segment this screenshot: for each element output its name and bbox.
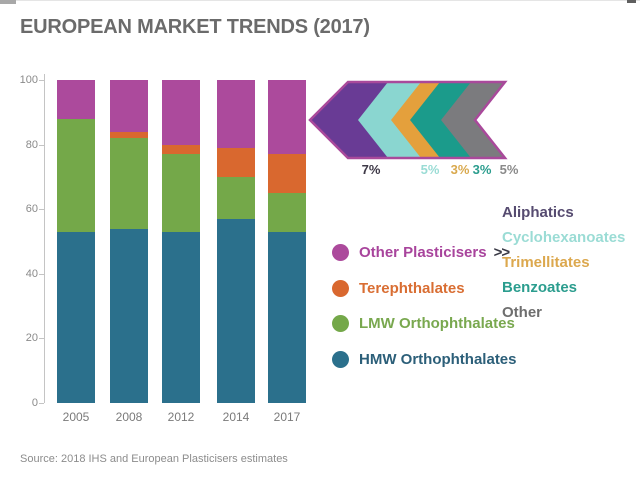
bar-segment-lmw-orthophthalates [110, 138, 148, 229]
breakdown-label-list: Aliphatics Cyclohexanoates Trimellitates Be… [502, 200, 625, 325]
breakdown-arrow [303, 75, 518, 167]
breakdown-pct-trimellitates: 3% [450, 162, 470, 177]
legend-item-terephthalates: Terephthalates [332, 280, 465, 297]
bar-segment-lmw-orthophthalates [162, 154, 200, 232]
breakdown-label-aliphatics: Aliphatics [502, 204, 574, 221]
y-tick-label: 80 [25, 138, 38, 151]
bar-segment-hmw-orthophthalates [57, 231, 95, 403]
bar-segment-other-plasticisers [110, 80, 148, 132]
bar-segment-hmw-orthophthalates [162, 231, 200, 403]
legend-swatch-circle [332, 315, 349, 332]
bar-segment-terephthalates [162, 144, 200, 155]
y-tick-mark [39, 403, 44, 404]
bar-segment-terephthalates [217, 147, 255, 177]
bar-segment-lmw-orthophthalates [268, 193, 306, 232]
bar-segment-other-plasticisers [57, 80, 95, 119]
breakdown-label-other: Other [502, 304, 543, 321]
bar-segment-hmw-orthophthalates [268, 231, 306, 403]
top-hairline [0, 0, 640, 1]
y-tick-label: 0 [31, 397, 38, 409]
breakdown-pct-cyclohexanoates: 5% [420, 162, 440, 177]
legend-item-lmw-orthophthalates: LMW Orthophthalates [332, 315, 515, 332]
x-category-label: 2017 [273, 410, 301, 424]
legend-item-label: Other Plasticisers [359, 244, 487, 261]
legend-item-label: HMW Orthophthalates [359, 351, 517, 368]
bar-segment-lmw-orthophthalates [57, 118, 95, 232]
legend-item-label: LMW Orthophthalates [359, 315, 515, 332]
legend-item-hmw-orthophthalates: HMW Orthophthalates [332, 351, 517, 368]
bar-segment-terephthalates [110, 131, 148, 139]
y-tick-label: 100 [19, 74, 38, 86]
x-category-label: 2014 [222, 410, 250, 424]
y-tick-mark [39, 209, 44, 211]
y-axis-line [44, 74, 45, 403]
legend-item-label: Terephthalates [359, 280, 465, 297]
bar-segment-hmw-orthophthalates [110, 228, 148, 403]
x-category-label: 2005 [62, 410, 90, 424]
breakdown-label-benzoates: Benzoates [502, 279, 578, 296]
legend-swatch-circle [332, 280, 349, 297]
bar-segment-lmw-orthophthalates [217, 176, 255, 219]
breakdown-pct-aliphatics: 7% [361, 162, 381, 177]
breakdown-arrow-graphic [308, 80, 508, 160]
bar-segment-other-plasticisers [217, 80, 255, 148]
y-tick-label: 40 [25, 267, 38, 280]
breakdown-pct-other: 5% [499, 162, 519, 177]
bar-segment-other-plasticisers [268, 80, 306, 155]
legend-swatch-circle [332, 244, 349, 261]
page-title: EUROPEAN MARKET TRENDS (2017) [20, 16, 370, 38]
x-category-label: 2008 [115, 410, 143, 424]
y-tick-mark [39, 338, 44, 340]
top-right-mark [627, 0, 636, 3]
source-note: Source: 2018 IHS and European Plasticise… [20, 453, 288, 465]
legend-item-other-plasticisers: Other Plasticisers >> [332, 244, 511, 261]
y-tick-mark [39, 80, 44, 81]
arrow-outline [308, 80, 508, 160]
legend-swatch-circle [332, 351, 349, 368]
y-tick-label: 20 [25, 332, 38, 345]
breakdown-label-cyclohexanoates: Cyclohexanoates [502, 229, 626, 246]
breakdown-label-trimellitates: Trimellitates [502, 254, 590, 271]
y-tick-label: 60 [25, 203, 38, 216]
legend-pointer-icon: >> [493, 244, 511, 261]
bar-segment-other-plasticisers [162, 80, 200, 145]
bar-segment-terephthalates [268, 154, 306, 194]
breakdown-pct-benzoates: 3% [472, 162, 492, 177]
y-tick-mark [39, 273, 44, 275]
bar-segment-hmw-orthophthalates [217, 218, 255, 403]
top-left-mark [0, 0, 16, 4]
x-category-label: 2012 [167, 410, 195, 424]
y-tick-mark [39, 144, 44, 146]
